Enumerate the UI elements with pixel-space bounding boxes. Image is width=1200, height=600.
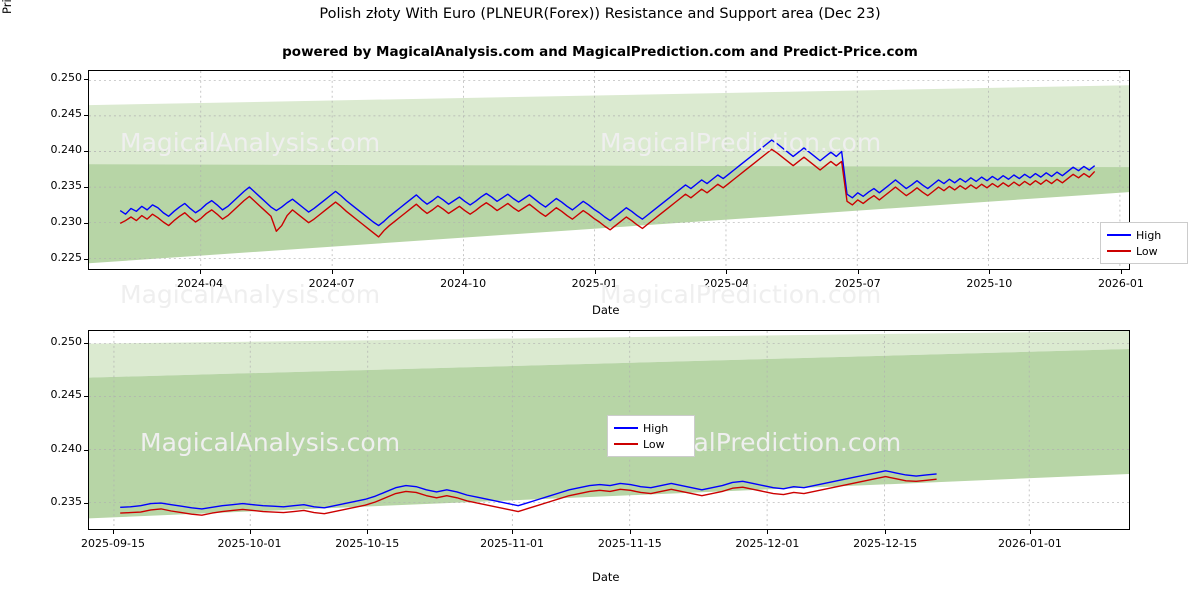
y-tick-mark xyxy=(84,223,88,225)
series-low xyxy=(120,475,937,516)
legend-entry-high: High xyxy=(1107,227,1181,243)
x-tick-label: 2024-07 xyxy=(308,277,355,290)
x-tick-label: 2025-07 xyxy=(834,277,881,290)
x-tick-label: 2025-11-01 xyxy=(480,537,545,550)
resistance-area xyxy=(89,85,1129,184)
x-tick-label: 2024-10 xyxy=(440,277,487,290)
y-tick-mark xyxy=(84,79,88,81)
resistance-area xyxy=(89,331,1129,378)
x-tick-label: 2025-01 xyxy=(571,277,618,290)
x-tick-label: 2025-09-15 xyxy=(81,537,145,550)
y-tick-label: 0.230 xyxy=(50,215,83,229)
top-chart-panel xyxy=(88,70,1130,270)
y-tick-label: 0.250 xyxy=(50,71,83,85)
y-tick-label: 0.245 xyxy=(50,388,83,402)
watermark: MagicalPrediction.com xyxy=(600,128,882,157)
x-tick-mark xyxy=(331,270,333,274)
legend-label-high: High xyxy=(643,421,669,435)
x-tick-mark xyxy=(463,270,465,274)
bottom-x-axis-label: Date xyxy=(592,570,620,584)
watermark: MagicalPrediction.com xyxy=(600,280,882,309)
y-tick-label: 0.240 xyxy=(50,441,83,455)
legend-line-high xyxy=(614,427,638,429)
series-high xyxy=(119,139,1096,227)
x-tick-mark xyxy=(857,270,859,274)
x-tick-label: 2026-01-01 xyxy=(997,537,1062,550)
bottom-legend: High Low xyxy=(607,415,695,457)
x-tick-mark xyxy=(1120,270,1122,274)
x-tick-label: 2025-10-01 xyxy=(217,537,282,550)
x-tick-mark xyxy=(249,530,251,534)
top-legend: High Low xyxy=(1100,222,1188,264)
top-x-axis-label: Date xyxy=(592,303,620,317)
y-tick-mark xyxy=(84,187,88,189)
x-tick-mark xyxy=(767,530,769,534)
x-tick-label: 2025-04 xyxy=(703,277,750,290)
y-tick-label: 0.245 xyxy=(50,107,83,121)
x-tick-label: 2025-10-15 xyxy=(335,537,400,550)
x-tick-label: 2025-10 xyxy=(966,277,1013,290)
x-tick-mark xyxy=(594,270,596,274)
x-tick-label: 2025-11-15 xyxy=(597,537,662,550)
series-low xyxy=(119,148,1096,238)
y-tick-mark xyxy=(84,259,88,261)
y-tick-label: 0.235 xyxy=(50,495,83,509)
x-tick-label: 2024-04 xyxy=(177,277,223,290)
series-high xyxy=(120,470,937,510)
legend-line-low xyxy=(1107,250,1131,252)
watermark: MagicalAnalysis.com xyxy=(140,428,401,457)
x-tick-mark xyxy=(367,530,369,534)
x-tick-label: 2026-01 xyxy=(1097,277,1144,290)
x-tick-mark xyxy=(1029,530,1031,534)
x-tick-mark xyxy=(200,270,201,274)
x-tick-mark xyxy=(512,530,514,534)
x-tick-mark xyxy=(989,270,991,274)
y-tick-mark xyxy=(84,396,88,398)
legend-label-low: Low xyxy=(643,437,665,451)
x-tick-mark xyxy=(113,530,114,534)
y-tick-mark xyxy=(84,115,88,117)
x-tick-mark xyxy=(629,530,631,534)
bottom-y-axis-label: Price xyxy=(0,0,14,14)
y-tick-mark xyxy=(84,503,88,505)
watermark: MagicalAnalysis.com xyxy=(120,128,381,157)
x-tick-mark xyxy=(726,270,728,274)
y-tick-label: 0.235 xyxy=(50,179,83,193)
legend-entry-high: High xyxy=(614,420,688,436)
x-tick-mark xyxy=(885,530,887,534)
legend-label-high: High xyxy=(1136,228,1162,242)
watermark: MagicalAnalysis.com xyxy=(120,280,381,309)
y-tick-label: 0.240 xyxy=(50,143,83,157)
y-tick-mark xyxy=(84,151,88,153)
y-tick-mark xyxy=(84,449,88,451)
y-tick-label: 0.225 xyxy=(50,251,83,265)
legend-entry-low: Low xyxy=(1107,243,1181,259)
legend-line-high xyxy=(1107,234,1131,236)
x-tick-label: 2025-12-01 xyxy=(735,537,800,550)
support-area xyxy=(89,164,1129,264)
legend-label-low: Low xyxy=(1136,244,1158,258)
legend-line-low xyxy=(614,443,638,445)
top-chart-plot xyxy=(89,71,1129,269)
legend-entry-low: Low xyxy=(614,436,688,452)
y-tick-mark xyxy=(84,342,88,344)
y-tick-label: 0.250 xyxy=(50,334,83,348)
x-tick-label: 2025-12-15 xyxy=(853,537,918,550)
page-title: Polish złoty With Euro (PLNEUR(Forex)) R… xyxy=(319,6,881,22)
page-subtitle: powered by MagicalAnalysis.com and Magic… xyxy=(282,44,918,60)
